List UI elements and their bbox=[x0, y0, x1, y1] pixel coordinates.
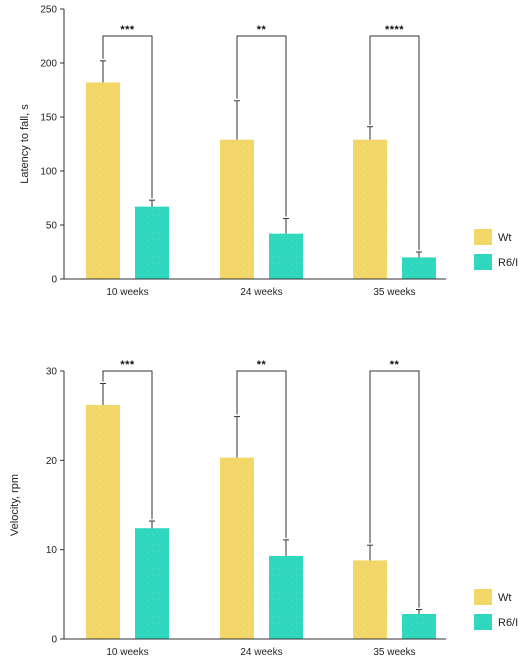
bar-wt-texture bbox=[220, 139, 254, 279]
legend-label-wt: Wt bbox=[498, 232, 511, 244]
bar-r6-texture bbox=[269, 555, 303, 639]
significance-label: *** bbox=[120, 359, 135, 371]
bar-wt-texture bbox=[220, 457, 254, 639]
x-tick-label: 10 weeks bbox=[106, 287, 148, 298]
bar-r6-texture bbox=[269, 233, 303, 279]
significance-bracket bbox=[236, 370, 287, 538]
x-tick-label: 24 weeks bbox=[240, 287, 282, 298]
legend-swatch-wt-texture bbox=[474, 589, 492, 605]
y-tick-label: 250 bbox=[40, 5, 57, 16]
y-tick-label: 0 bbox=[51, 635, 57, 646]
y-tick-label: 150 bbox=[40, 113, 57, 124]
y-axis-label: Velocity, rpm bbox=[9, 474, 21, 536]
significance-label: ** bbox=[257, 24, 267, 36]
significance-bracket bbox=[369, 35, 420, 250]
y-tick-label: 30 bbox=[46, 367, 58, 378]
bar-wt-texture bbox=[86, 82, 120, 279]
significance-label: ** bbox=[257, 359, 267, 371]
significance-label: *** bbox=[120, 24, 135, 36]
y-tick-label: 10 bbox=[46, 545, 58, 556]
x-tick-label: 35 weeks bbox=[373, 287, 415, 298]
latency-chart: 0 50 100 150 200 250 Latency to fall, s *** 10 w… bbox=[19, 5, 518, 299]
y-tick-label: 100 bbox=[40, 167, 57, 178]
significance-bracket bbox=[102, 35, 153, 199]
x-tick-label: 35 weeks bbox=[373, 647, 415, 658]
bar-r6-texture bbox=[402, 613, 436, 639]
bar-r6-texture bbox=[135, 206, 169, 279]
legend-label-r6: R6/I bbox=[498, 617, 518, 629]
significance-bracket bbox=[236, 35, 287, 217]
bar-r6-texture bbox=[402, 257, 436, 279]
bar-wt-texture bbox=[353, 139, 387, 279]
significance-label: ** bbox=[390, 359, 400, 371]
x-tick-label: 10 weeks bbox=[106, 647, 148, 658]
y-tick-label: 200 bbox=[40, 59, 57, 70]
y-tick-label: 20 bbox=[46, 456, 58, 467]
significance-bracket bbox=[102, 370, 153, 520]
y-tick-label: 50 bbox=[46, 221, 58, 232]
significance-label: **** bbox=[385, 24, 404, 36]
significance-bracket bbox=[369, 370, 420, 608]
legend-swatch-r6-texture bbox=[474, 254, 492, 270]
velocity-chart: 0 10 20 30 Velocity, rpm *** 10 weeks ** 24 week… bbox=[9, 359, 518, 658]
legend-label-r6: R6/I bbox=[498, 257, 518, 269]
legend-label-wt: Wt bbox=[498, 592, 511, 604]
legend-swatch-wt-texture bbox=[474, 229, 492, 245]
y-tick-label: 0 bbox=[51, 275, 57, 286]
bar-r6-texture bbox=[135, 528, 169, 639]
bar-wt-texture bbox=[86, 404, 120, 639]
x-tick-label: 24 weeks bbox=[240, 647, 282, 658]
y-axis-label: Latency to fall, s bbox=[19, 104, 31, 184]
bar-wt-texture bbox=[353, 560, 387, 639]
legend-swatch-r6-texture bbox=[474, 614, 492, 630]
